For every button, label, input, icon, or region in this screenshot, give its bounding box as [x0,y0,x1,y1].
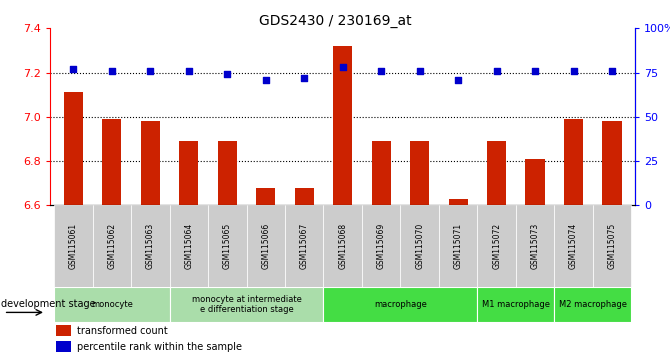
Bar [554,287,631,322]
Text: GSM115065: GSM115065 [222,223,232,269]
Text: development stage: development stage [1,299,96,309]
Bar [478,205,516,287]
Bar [448,199,468,205]
Bar [324,287,478,322]
Bar [92,205,131,287]
Bar [170,205,208,287]
Text: GSM115071: GSM115071 [454,223,463,269]
Point [530,68,541,74]
Point [145,68,155,74]
Bar [525,159,545,205]
Point [261,77,271,82]
Bar [295,188,314,205]
Text: GSM115068: GSM115068 [338,223,347,269]
Bar [516,205,554,287]
Bar [602,121,622,205]
Text: GDS2430 / 230169_at: GDS2430 / 230169_at [259,14,411,28]
Point [68,66,78,72]
Bar [324,205,362,287]
Bar [593,205,631,287]
Point [337,64,348,70]
Bar [247,205,285,287]
Text: GSM115075: GSM115075 [608,223,616,269]
Text: GSM115074: GSM115074 [569,223,578,269]
Bar [56,325,71,336]
Bar [170,287,324,322]
Bar [131,205,170,287]
Text: GSM115073: GSM115073 [531,223,539,269]
Text: GSM115062: GSM115062 [107,223,117,269]
Text: GSM115069: GSM115069 [377,223,386,269]
Point [222,72,232,77]
Bar [141,121,160,205]
Point [107,68,117,74]
Point [453,77,464,82]
Text: monocyte: monocyte [91,300,133,309]
Text: percentile rank within the sample: percentile rank within the sample [76,342,242,352]
Text: GSM115067: GSM115067 [299,223,309,269]
Text: GSM115072: GSM115072 [492,223,501,269]
Bar [564,119,583,205]
Text: M2 macrophage: M2 macrophage [559,300,627,309]
Bar [410,141,429,205]
Text: transformed count: transformed count [76,326,168,336]
Text: GSM115063: GSM115063 [146,223,155,269]
Text: GSM115070: GSM115070 [415,223,424,269]
Bar [439,205,478,287]
Point [568,68,579,74]
Point [184,68,194,74]
Bar [103,119,121,205]
Text: GSM115064: GSM115064 [184,223,193,269]
Point [299,75,310,81]
Bar [54,205,92,287]
Bar [208,205,247,287]
Point [607,68,618,74]
Text: GSM115066: GSM115066 [261,223,270,269]
Bar [554,205,593,287]
Text: macrophage: macrophage [374,300,427,309]
Bar [285,205,324,287]
Bar [56,341,71,353]
Bar [362,205,401,287]
Bar [54,287,170,322]
Text: M1 macrophage: M1 macrophage [482,300,550,309]
Bar [333,46,352,205]
Bar [478,287,554,322]
Point [376,68,387,74]
Bar [372,141,391,205]
Bar [179,141,198,205]
Text: GSM115061: GSM115061 [69,223,78,269]
Bar [401,205,439,287]
Point [491,68,502,74]
Bar [64,92,83,205]
Bar [256,188,275,205]
Point [414,68,425,74]
Bar [487,141,507,205]
Bar [218,141,237,205]
Text: monocyte at intermediate
e differentiation stage: monocyte at intermediate e differentiati… [192,295,302,314]
